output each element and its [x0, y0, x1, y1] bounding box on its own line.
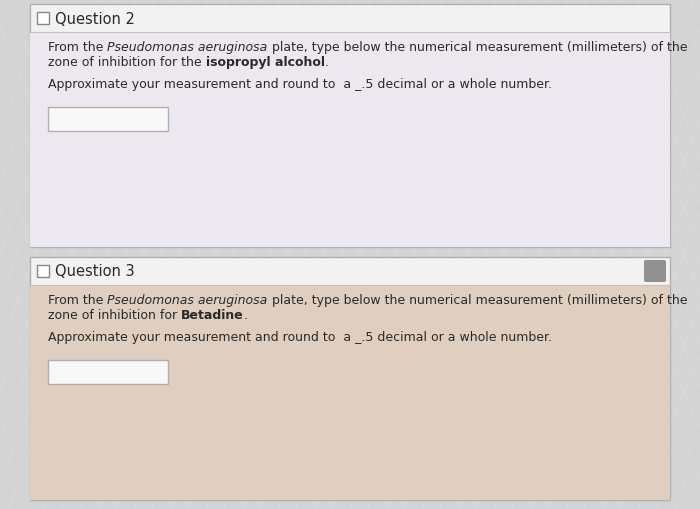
Text: From the: From the [48, 293, 107, 306]
FancyBboxPatch shape [37, 266, 49, 277]
FancyBboxPatch shape [30, 5, 670, 247]
Text: .: . [325, 56, 328, 69]
FancyBboxPatch shape [37, 13, 49, 25]
Text: isopropyl alcohol: isopropyl alcohol [206, 56, 325, 69]
Text: Approximate your measurement and round to  a _.5 decimal or a whole number.: Approximate your measurement and round t… [48, 330, 552, 344]
FancyBboxPatch shape [48, 360, 168, 384]
FancyBboxPatch shape [30, 286, 670, 500]
Text: Betadine: Betadine [181, 308, 244, 321]
Text: Pseudomonas aeruginosa: Pseudomonas aeruginosa [107, 41, 267, 54]
Text: plate, type below the numerical measurement (millimeters) of the: plate, type below the numerical measurem… [267, 293, 687, 306]
Text: Approximate your measurement and round to  a _.5 decimal or a whole number.: Approximate your measurement and round t… [48, 78, 552, 91]
Text: Question 3: Question 3 [55, 264, 134, 279]
Text: zone of inhibition for the: zone of inhibition for the [48, 56, 206, 69]
Text: Pseudomonas aeruginosa: Pseudomonas aeruginosa [107, 293, 267, 306]
Text: Question 2: Question 2 [55, 12, 135, 26]
FancyBboxPatch shape [30, 33, 670, 247]
Text: .: . [244, 308, 248, 321]
Text: From the: From the [48, 41, 107, 54]
FancyBboxPatch shape [48, 108, 168, 132]
FancyBboxPatch shape [644, 261, 666, 282]
Text: plate, type below the numerical measurement (millimeters) of the: plate, type below the numerical measurem… [267, 41, 687, 54]
FancyBboxPatch shape [30, 258, 670, 500]
Text: zone of inhibition for: zone of inhibition for [48, 308, 181, 321]
